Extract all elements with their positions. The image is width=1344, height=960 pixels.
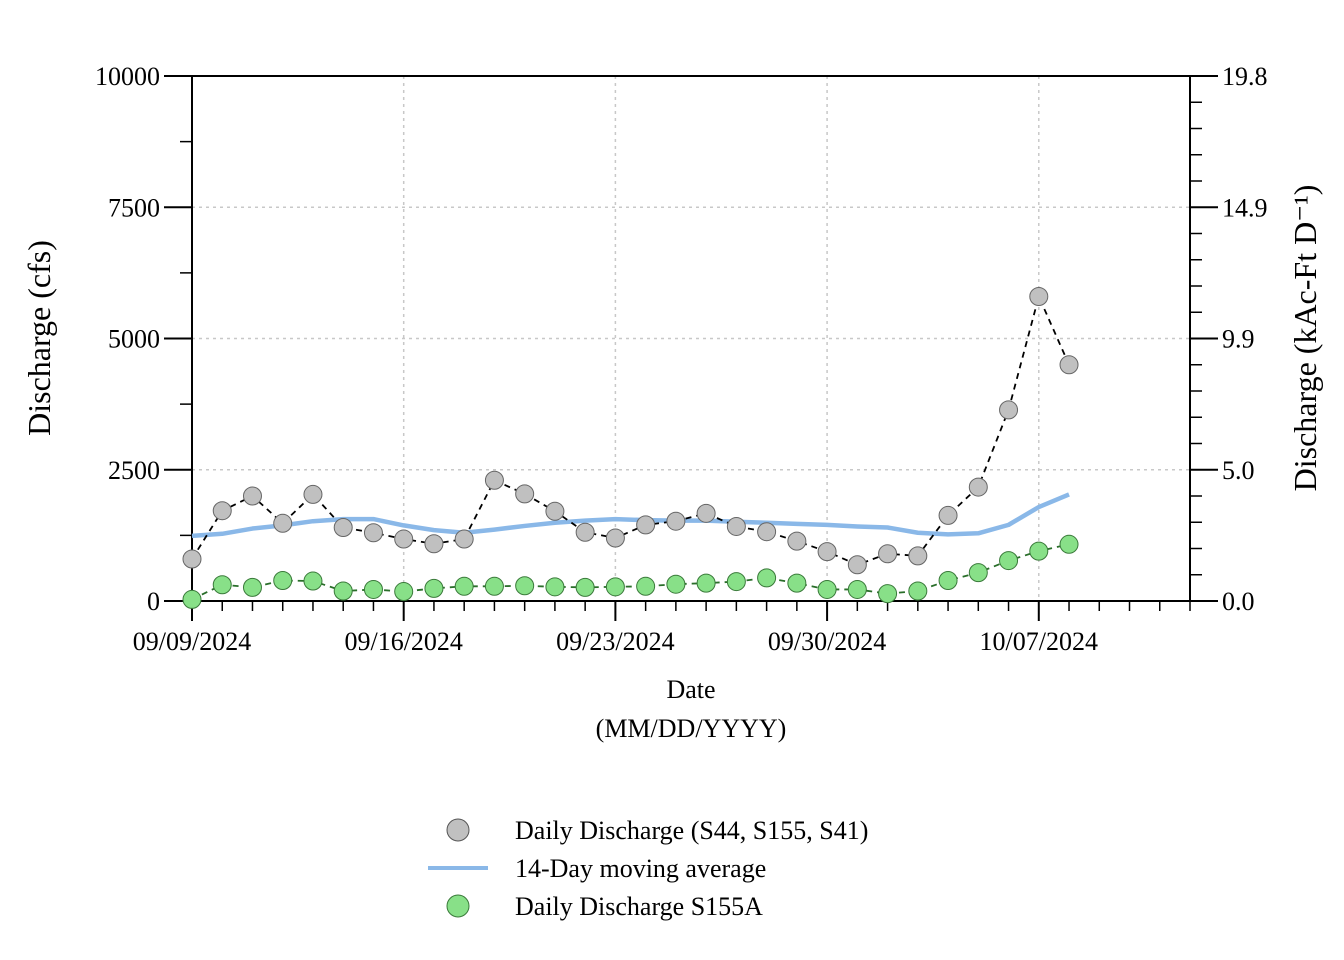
legend: Daily Discharge (S44, S155, S41) 14-Day … [428,816,868,921]
daily-discharge-point [787,531,807,551]
y-right-tick-label: 19.8 [1222,62,1268,91]
daily-discharge-s155a-point [333,581,353,601]
daily-discharge-point [938,505,958,525]
daily-discharge-point [908,546,928,566]
x-tick-label: 09/23/2024 [556,627,674,656]
daily-discharge-s155a-point [817,579,837,599]
legend-item-moving-average: 14-Day moving average [428,854,766,883]
daily-discharge-point [666,511,686,531]
y-right-tick-label: 5.0 [1222,456,1255,485]
x-axis-subtitle: (MM/DD/YYYY) [596,714,787,743]
daily-discharge-s155a-point [726,572,746,592]
daily-discharge-s155a-point [515,576,535,596]
legend-marker-green-circle [446,894,470,918]
daily-discharge-point [575,522,595,542]
daily-discharge-s155a-point [1059,534,1079,554]
daily-discharge-s155a-point [757,568,777,588]
legend-label: Daily Discharge (S44, S155, S41) [515,816,868,845]
daily-discharge-s155a-point [575,577,595,597]
y-tick-label: 10000 [95,62,160,91]
grid-lines [192,76,1190,601]
daily-discharge-point [363,523,383,543]
daily-discharge-s155a-point [878,584,898,604]
daily-discharge-point [847,555,867,575]
daily-discharge-point [605,528,625,548]
daily-discharge-point [333,518,353,537]
legend-item-s155a: Daily Discharge S155A [446,892,763,921]
daily-discharge-s155a-point [1029,541,1049,561]
y-axis-title-left: Discharge (cfs) [21,240,57,436]
daily-discharge-s155a-point [394,582,414,602]
daily-discharge-point [424,534,444,554]
daily-discharge-s155a-point [454,576,474,596]
y-tick-label: 5000 [108,325,160,354]
daily-discharge-point [817,542,837,562]
x-axis-title: Date [666,675,715,704]
daily-discharge-s155a-point [242,577,262,597]
daily-discharge-s155a-point [212,575,232,595]
y-right-tick-label: 9.9 [1222,325,1255,354]
daily-discharge-point [454,529,474,549]
legend-label: 14-Day moving average [515,854,766,883]
series-layer [182,287,1079,609]
daily-discharge-s155a-point [636,576,656,596]
daily-discharge-s155a-point [182,589,202,609]
daily-discharge-point [999,400,1019,420]
daily-discharge-point [878,544,898,564]
daily-discharge-s155a-point [908,581,928,601]
axis-labels: Date (MM/DD/YYYY) Discharge (cfs) Discha… [21,185,1323,743]
x-tick-label: 09/30/2024 [768,627,886,656]
daily-discharge-s155a-point [847,579,867,599]
daily-discharge-s155a-point [696,573,716,593]
x-tick-label: 09/09/2024 [133,627,251,656]
daily-discharge-dashed-line [191,293,1070,566]
daily-discharge-s155a-point [484,576,504,596]
daily-discharge-s155a-point [605,577,625,597]
daily-discharge-point [726,516,746,536]
legend-marker-gray-circle [446,818,470,842]
y-tick-label: 7500 [108,193,160,222]
x-tick-label: 10/07/2024 [980,627,1098,656]
y-tick-label: 0 [147,587,160,616]
daily-discharge-point [968,477,988,497]
daily-discharge-s155a-point [363,579,383,599]
daily-discharge-point [545,501,565,521]
daily-discharge-s155a-dashed-line [191,543,1070,601]
daily-discharge-point [242,486,262,506]
daily-discharge-point [273,513,293,533]
daily-discharge-s155a-point [938,571,958,591]
daily-discharge-s155a-point [787,573,807,593]
daily-discharge-point [1029,287,1049,306]
daily-discharge-point [182,549,202,569]
daily-discharge-point [303,484,323,504]
axes: 0 2500 5000 7500 10000 0.0 5.0 9.9 14.9 19.8 09/09… [95,62,1268,656]
y-tick-label: 2500 [108,456,160,485]
daily-discharge-s155a-point [424,578,444,598]
daily-discharge-point [394,529,414,549]
daily-discharge-s155a-point [303,571,323,591]
y-axis-title-right: Discharge (kAc-Ft D⁻¹) [1287,185,1323,492]
legend-label: Daily Discharge S155A [515,892,763,921]
y-right-tick-label: 0.0 [1222,587,1255,616]
x-tick-label: 09/16/2024 [344,627,462,656]
daily-discharge-s155a-point [273,571,293,591]
daily-discharge-s155a-point [545,577,565,597]
daily-discharge-point [484,470,504,490]
daily-discharge-point [757,522,777,542]
daily-discharge-s155a-point [999,551,1019,571]
legend-item-daily-discharge: Daily Discharge (S44, S155, S41) [446,816,868,845]
daily-discharge-point [1059,355,1079,375]
y-right-tick-label: 14.9 [1222,193,1268,222]
daily-discharge-point [212,501,232,521]
daily-discharge-point [636,515,656,535]
daily-discharge-s155a-point [968,563,988,583]
daily-discharge-s155a-point [666,574,686,594]
daily-discharge-point [515,484,535,504]
daily-discharge-point [696,503,716,523]
